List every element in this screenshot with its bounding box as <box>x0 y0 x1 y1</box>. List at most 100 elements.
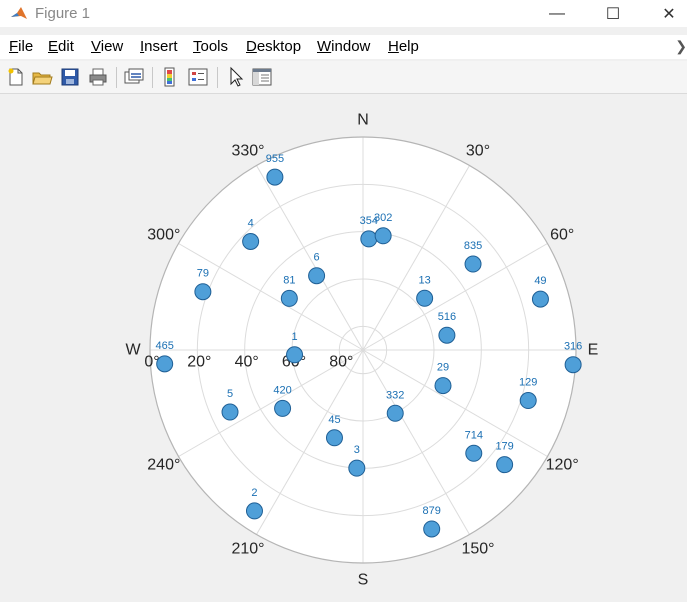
edit-plot-icon[interactable] <box>225 66 247 88</box>
legend-icon[interactable] <box>187 66 209 88</box>
satellite-label: 49 <box>534 275 546 287</box>
satellite-label: 81 <box>283 274 295 286</box>
satellite-marker <box>245 502 263 520</box>
satellite-marker <box>280 289 298 307</box>
satellite-marker <box>386 404 404 422</box>
satellite-label: 2 <box>251 487 257 499</box>
menu-insert[interactable]: Insert <box>140 38 178 55</box>
window-title: Figure 1 <box>35 5 91 22</box>
menu-view[interactable]: View <box>91 38 124 55</box>
new-figure-icon[interactable] <box>5 66 27 88</box>
satellite-marker <box>308 267 326 285</box>
close-button[interactable]: ✕ <box>646 0 687 27</box>
satellite-marker <box>564 356 582 374</box>
satellite-marker <box>519 392 537 410</box>
satellite-label: 302 <box>374 212 392 224</box>
satellite-label: 835 <box>464 240 482 252</box>
theta-tick-label: 210° <box>231 541 264 558</box>
open-folder-icon[interactable] <box>31 66 53 88</box>
theta-grid-line <box>362 165 470 351</box>
satellite-label: 354 <box>360 215 378 227</box>
satellite-label: 79 <box>197 268 209 280</box>
satellite-label: 13 <box>419 274 431 286</box>
satellite-label: 1 <box>291 331 297 343</box>
r-tick-label: 0° <box>144 354 159 371</box>
satellite-marker <box>423 520 441 538</box>
satellite-label: 465 <box>156 340 174 352</box>
theta-tick-label: 300° <box>147 227 180 244</box>
theta-grid-line <box>178 349 364 457</box>
satellite-marker <box>531 290 549 308</box>
satellite-label: 879 <box>423 505 441 517</box>
satellite-marker <box>438 326 456 344</box>
satellite-marker <box>416 289 434 307</box>
theta-tick-label: S <box>358 572 369 589</box>
satellite-label: 316 <box>564 341 582 353</box>
satellite-label: 6 <box>314 252 320 264</box>
satellite-label: 129 <box>519 377 537 389</box>
satellite-label: 516 <box>438 311 456 323</box>
menu-edit[interactable]: Edit <box>48 38 74 55</box>
satellite-marker <box>194 283 212 301</box>
satellite-marker <box>286 346 304 364</box>
menu-tools[interactable]: Tools <box>193 38 229 55</box>
toolbar-separator <box>217 67 218 88</box>
satellite-marker <box>274 399 292 417</box>
menu-help[interactable]: Help <box>388 38 419 55</box>
toolbar-separator <box>152 67 153 88</box>
theta-tick-label: N <box>357 112 369 129</box>
satellite-label: 420 <box>273 384 291 396</box>
satellite-label: 714 <box>465 429 483 441</box>
satellite-marker <box>374 227 392 245</box>
matlab-logo-icon <box>11 7 27 19</box>
r-tick-label: 20° <box>187 354 211 371</box>
minimize-button[interactable]: — <box>534 0 580 27</box>
theta-tick-label: 330° <box>231 142 264 159</box>
satellite-marker <box>496 456 514 474</box>
menu-file[interactable]: File <box>9 38 34 55</box>
close-icon: ✕ <box>662 5 676 23</box>
theta-grid-line <box>256 165 364 351</box>
colorbar-icon[interactable] <box>159 66 181 88</box>
theta-tick-label: 150° <box>461 541 494 558</box>
satellite-marker <box>348 459 366 477</box>
print-icon[interactable] <box>87 66 109 88</box>
theta-tick-label: 60° <box>550 227 574 244</box>
satellite-label: 4 <box>248 217 254 229</box>
link-plot-icon[interactable] <box>123 66 145 88</box>
satellite-label: 29 <box>437 362 449 374</box>
satellite-label: 332 <box>386 389 404 401</box>
polar-axes-outline <box>149 136 577 564</box>
satellite-label: 955 <box>266 153 284 165</box>
figure-toolbar <box>0 61 687 94</box>
maximize-button[interactable]: ☐ <box>590 0 636 27</box>
menu-window[interactable]: Window <box>317 38 371 55</box>
property-inspector-icon[interactable] <box>251 66 273 88</box>
satellite-marker <box>360 230 378 248</box>
satellite-marker <box>242 232 260 250</box>
maximize-icon: ☐ <box>605 5 621 23</box>
satellite-marker <box>325 429 343 447</box>
satellite-marker <box>464 255 482 273</box>
menu-overflow-chevron-icon[interactable]: ❯ <box>675 38 687 54</box>
minimize-icon: — <box>549 4 565 22</box>
save-icon[interactable] <box>59 66 81 88</box>
title-bar: Figure 1 — ☐ ✕ <box>0 0 687 27</box>
satellite-marker <box>221 403 239 421</box>
toolbar-separator <box>116 67 117 88</box>
satellite-label: 179 <box>495 441 513 453</box>
satellite-label: 45 <box>328 414 340 426</box>
menu-desktop[interactable]: Desktop <box>246 38 302 55</box>
figure-canvas: N 30° 60° E 120° 150° S 210° 240° W 300° 330° 0° 20° 4… <box>0 94 687 597</box>
theta-tick-label: E <box>588 342 599 359</box>
theta-grid-line <box>362 349 548 457</box>
satellite-marker <box>434 377 452 395</box>
theta-tick-label: W <box>125 342 141 359</box>
satellite-marker <box>266 168 284 186</box>
r-grid-ring <box>338 325 388 375</box>
menu-bar: File Edit View Insert Tools Desktop Wind… <box>0 35 687 59</box>
theta-tick-label: 30° <box>466 142 490 159</box>
satellite-label: 3 <box>354 444 360 456</box>
theta-tick-label: 240° <box>147 457 180 474</box>
